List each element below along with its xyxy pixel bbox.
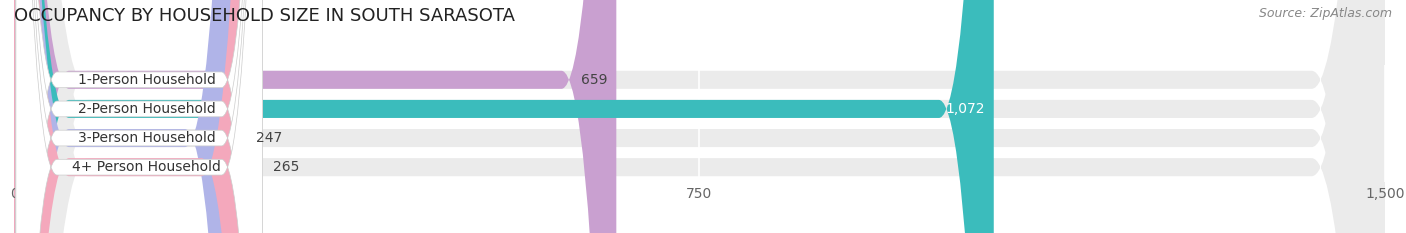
Text: 265: 265: [273, 160, 299, 174]
FancyBboxPatch shape: [14, 0, 994, 233]
FancyBboxPatch shape: [14, 0, 1385, 233]
Text: OCCUPANCY BY HOUSEHOLD SIZE IN SOUTH SARASOTA: OCCUPANCY BY HOUSEHOLD SIZE IN SOUTH SAR…: [14, 7, 515, 25]
FancyBboxPatch shape: [14, 0, 616, 233]
FancyBboxPatch shape: [14, 0, 240, 233]
Text: 247: 247: [256, 131, 283, 145]
Text: 659: 659: [581, 73, 607, 87]
Text: 3-Person Household: 3-Person Household: [77, 131, 215, 145]
FancyBboxPatch shape: [15, 0, 263, 233]
FancyBboxPatch shape: [15, 0, 263, 233]
Text: 1-Person Household: 1-Person Household: [77, 73, 215, 87]
Text: Source: ZipAtlas.com: Source: ZipAtlas.com: [1258, 7, 1392, 20]
FancyBboxPatch shape: [14, 0, 1385, 233]
Text: 1,072: 1,072: [945, 102, 984, 116]
FancyBboxPatch shape: [15, 0, 263, 233]
Text: 2-Person Household: 2-Person Household: [77, 102, 215, 116]
FancyBboxPatch shape: [15, 0, 263, 233]
FancyBboxPatch shape: [14, 0, 256, 233]
FancyBboxPatch shape: [14, 0, 1385, 233]
Text: 4+ Person Household: 4+ Person Household: [72, 160, 221, 174]
FancyBboxPatch shape: [14, 0, 1385, 233]
